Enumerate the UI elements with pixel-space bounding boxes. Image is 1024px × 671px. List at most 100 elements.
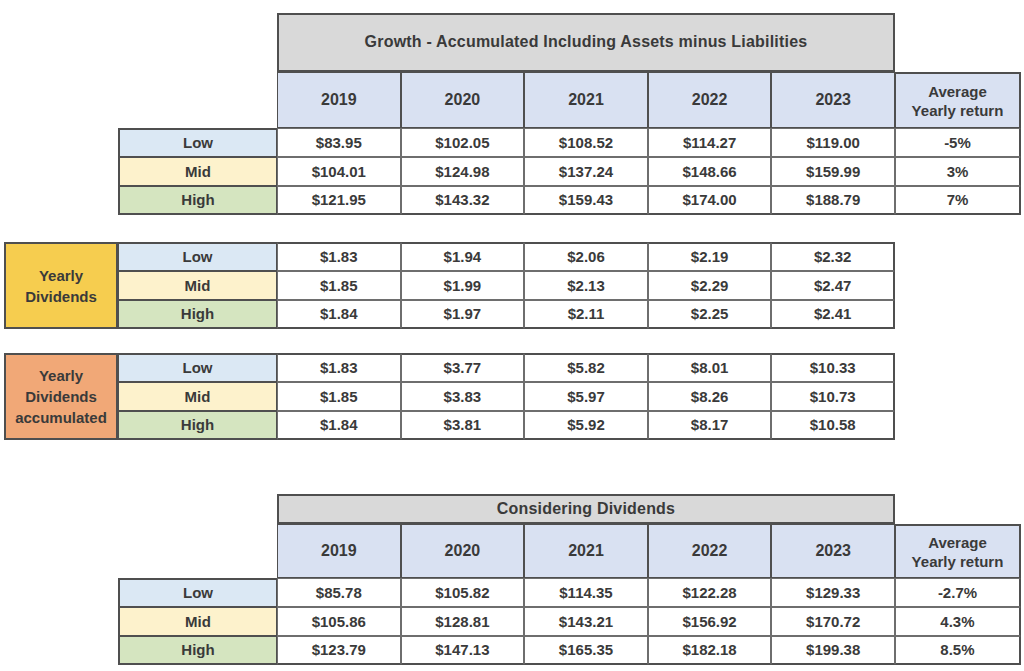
value-cell: $129.33 (771, 578, 895, 607)
value-cell: $2.06 (524, 242, 648, 271)
value-cell: $124.98 (401, 157, 525, 186)
row-label-cell: High (118, 300, 277, 329)
year-header-cell: 2021 (524, 524, 648, 578)
value-cell: $2.13 (524, 271, 648, 300)
value-cell: $1.83 (277, 242, 401, 271)
value-cell: $2.41 (771, 300, 895, 329)
value-cell: $5.82 (524, 353, 648, 382)
value-cell: $3.83 (401, 382, 525, 411)
value-cell: $1.83 (277, 353, 401, 382)
value-cell: $2.25 (648, 300, 772, 329)
avg-value-cell: 7% (895, 186, 1021, 215)
group-label-line: accumulated (15, 407, 107, 428)
avg-value-cell: -5% (895, 128, 1021, 157)
group-label-yearly-dividends: Yearly Dividends (4, 242, 118, 329)
spacer-cell (118, 13, 277, 72)
spreadsheet-tables: Growth - Accumulated Including Assets mi… (0, 0, 1024, 671)
group-label-line: Yearly (39, 265, 83, 286)
row-label-cell: High (118, 636, 277, 665)
value-cell: $10.33 (771, 353, 895, 382)
growth-table: Growth - Accumulated Including Assets mi… (118, 13, 1021, 215)
value-cell: $1.84 (277, 411, 401, 440)
value-cell: $122.28 (648, 578, 772, 607)
row-label-cell: High (118, 186, 277, 215)
avg-header-line: Average (928, 533, 987, 552)
row-label-cell: Mid (118, 382, 277, 411)
value-cell: $2.19 (648, 242, 772, 271)
avg-header-line: Yearly return (912, 101, 1004, 120)
avg-value-cell: 3% (895, 157, 1021, 186)
considering-dividends-title: Considering Dividends (277, 494, 895, 524)
avg-return-header: Average Yearly return (895, 524, 1021, 578)
spacer-cell (895, 494, 1021, 524)
year-header-cell: 2020 (401, 72, 525, 128)
value-cell: $156.92 (648, 607, 772, 636)
value-cell: $104.01 (277, 157, 401, 186)
value-cell: $3.81 (401, 411, 525, 440)
value-cell: $2.47 (771, 271, 895, 300)
value-cell: $1.85 (277, 271, 401, 300)
row-label-cell: Low (118, 578, 277, 607)
year-header-cell: 2023 (771, 524, 895, 578)
value-cell: $170.72 (771, 607, 895, 636)
value-cell: $188.79 (771, 186, 895, 215)
value-cell: $174.00 (648, 186, 772, 215)
avg-header-line: Yearly return (912, 552, 1004, 571)
yearly-dividends-table: Yearly Dividends Low $1.83 $1.94 $2.06 $… (4, 242, 895, 329)
value-cell: $10.73 (771, 382, 895, 411)
row-label-cell: Mid (118, 157, 277, 186)
growth-table-title: Growth - Accumulated Including Assets mi… (277, 13, 895, 72)
value-cell: $159.43 (524, 186, 648, 215)
value-cell: $105.86 (277, 607, 401, 636)
value-cell: $1.99 (401, 271, 525, 300)
avg-value-cell: -2.7% (895, 578, 1021, 607)
value-cell: $2.32 (771, 242, 895, 271)
value-cell: $2.29 (648, 271, 772, 300)
group-label-line: Dividends (25, 286, 97, 307)
year-header-cell: 2023 (771, 72, 895, 128)
year-header-cell: 2022 (648, 72, 772, 128)
row-label-cell: Mid (118, 271, 277, 300)
spacer-cell (118, 494, 277, 524)
value-cell: $148.66 (648, 157, 772, 186)
value-cell: $83.95 (277, 128, 401, 157)
value-cell: $137.24 (524, 157, 648, 186)
value-cell: $8.17 (648, 411, 772, 440)
value-cell: $5.92 (524, 411, 648, 440)
value-cell: $1.94 (401, 242, 525, 271)
value-cell: $108.52 (524, 128, 648, 157)
value-cell: $1.85 (277, 382, 401, 411)
value-cell: $8.01 (648, 353, 772, 382)
value-cell: $85.78 (277, 578, 401, 607)
value-cell: $8.26 (648, 382, 772, 411)
group-label-line: Dividends (25, 386, 97, 407)
value-cell: $121.95 (277, 186, 401, 215)
value-cell: $1.84 (277, 300, 401, 329)
dividends-accumulated-table: Yearly Dividends accumulated Low $1.83 $… (4, 353, 895, 440)
considering-dividends-table: Considering Dividends 2019 2020 2021 202… (118, 494, 1021, 665)
row-label-cell: High (118, 411, 277, 440)
value-cell: $105.82 (401, 578, 525, 607)
value-cell: $182.18 (648, 636, 772, 665)
year-header-cell: 2022 (648, 524, 772, 578)
avg-header-line: Average (928, 82, 987, 101)
spacer-cell (118, 524, 277, 578)
value-cell: $102.05 (401, 128, 525, 157)
value-cell: $2.11 (524, 300, 648, 329)
row-label-cell: Low (118, 353, 277, 382)
row-label-cell: Mid (118, 607, 277, 636)
value-cell: $143.21 (524, 607, 648, 636)
value-cell: $128.81 (401, 607, 525, 636)
value-cell: $123.79 (277, 636, 401, 665)
value-cell: $3.77 (401, 353, 525, 382)
value-cell: $143.32 (401, 186, 525, 215)
avg-value-cell: 8.5% (895, 636, 1021, 665)
value-cell: $159.99 (771, 157, 895, 186)
row-label-cell: Low (118, 242, 277, 271)
value-cell: $1.97 (401, 300, 525, 329)
spacer-cell (895, 13, 1021, 72)
value-cell: $114.27 (648, 128, 772, 157)
value-cell: $165.35 (524, 636, 648, 665)
value-cell: $119.00 (771, 128, 895, 157)
avg-value-cell: 4.3% (895, 607, 1021, 636)
